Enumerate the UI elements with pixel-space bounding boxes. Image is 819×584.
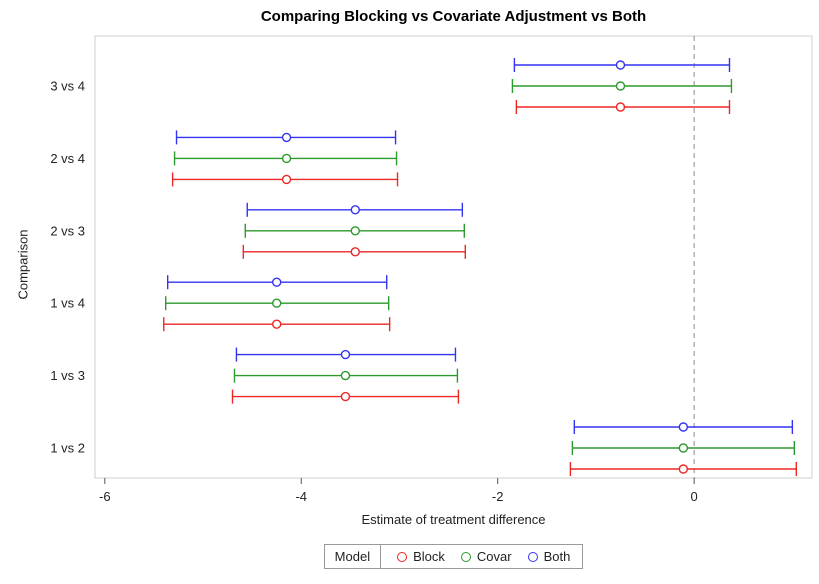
estimate-marker [678, 443, 689, 453]
interval-block-3-vs-4 [515, 100, 731, 114]
estimate-marker [615, 60, 626, 70]
estimate-marker [350, 226, 360, 236]
estimate-marker [272, 319, 282, 329]
interval-covar-3-vs-4 [511, 79, 733, 93]
interval-covar-2-vs-4 [173, 151, 398, 166]
estimate-marker [281, 174, 292, 185]
legend-wrap: Model Block Covar Both [95, 544, 812, 569]
legend-item-label: Covar [476, 549, 512, 564]
estimate-marker [678, 464, 689, 474]
legend-item-covar: Covar [460, 549, 512, 564]
interval-both-2-vs-4 [175, 130, 397, 145]
interval-covar-1-vs-4 [165, 296, 390, 311]
estimate-marker [615, 102, 626, 112]
y-axis-label: Comparison [15, 229, 31, 300]
interval-both-2-vs-3 [246, 202, 464, 217]
interval-block-2-vs-4 [171, 172, 399, 187]
interval-both-1-vs-4 [166, 275, 388, 290]
plot-frame [94, 35, 813, 479]
estimate-marker [281, 153, 292, 164]
both-circle-marker-icon [527, 551, 538, 562]
x-tick-label: -4 [295, 489, 307, 504]
estimate-marker [340, 370, 351, 381]
interval-both-3-vs-4 [513, 58, 731, 72]
x-tick-label: 0 [691, 489, 698, 504]
estimate-marker [281, 132, 292, 143]
interval-both-1-vs-3 [235, 347, 457, 362]
y-tick-label: 1 vs 2 [50, 441, 85, 456]
interval-both-1-vs-2 [573, 420, 794, 434]
x-axis-label: Estimate of treatment difference [361, 512, 546, 527]
estimate-marker [678, 422, 689, 432]
estimate-marker [615, 81, 626, 91]
estimate-marker [272, 298, 282, 308]
y-tick-label: 2 vs 4 [50, 151, 85, 166]
estimate-marker [350, 205, 360, 215]
interval-covar-2-vs-3 [244, 223, 466, 238]
x-tick-label: -6 [99, 489, 111, 504]
legend-item-label: Block [413, 549, 445, 564]
interval-block-1-vs-2 [569, 462, 797, 476]
block-circle-marker-icon [397, 551, 408, 562]
y-tick-label: 3 vs 4 [50, 79, 85, 94]
legend-item-block: Block [397, 549, 445, 564]
estimate-marker [340, 391, 351, 402]
x-tick-label: -2 [492, 489, 504, 504]
y-tick-label: 1 vs 3 [50, 368, 85, 383]
interval-block-2-vs-3 [242, 244, 466, 259]
estimate-marker [340, 349, 351, 360]
estimate-marker [272, 277, 282, 287]
y-tick-label: 1 vs 4 [50, 296, 85, 311]
covar-circle-marker-icon [460, 551, 471, 562]
interval-block-1-vs-4 [163, 317, 391, 332]
legend: Model Block Covar Both [323, 544, 584, 569]
estimate-marker [350, 247, 360, 257]
interval-covar-1-vs-3 [233, 368, 459, 383]
legend-item-both: Both [527, 549, 571, 564]
interval-covar-1-vs-2 [571, 441, 796, 455]
interval-block-1-vs-3 [231, 389, 460, 404]
y-tick-label: 2 vs 3 [50, 223, 85, 238]
legend-item-label: Both [543, 549, 571, 564]
legend-title: Model [325, 545, 382, 568]
chart-title: Comparing Blocking vs Covariate Adjustme… [260, 8, 647, 25]
